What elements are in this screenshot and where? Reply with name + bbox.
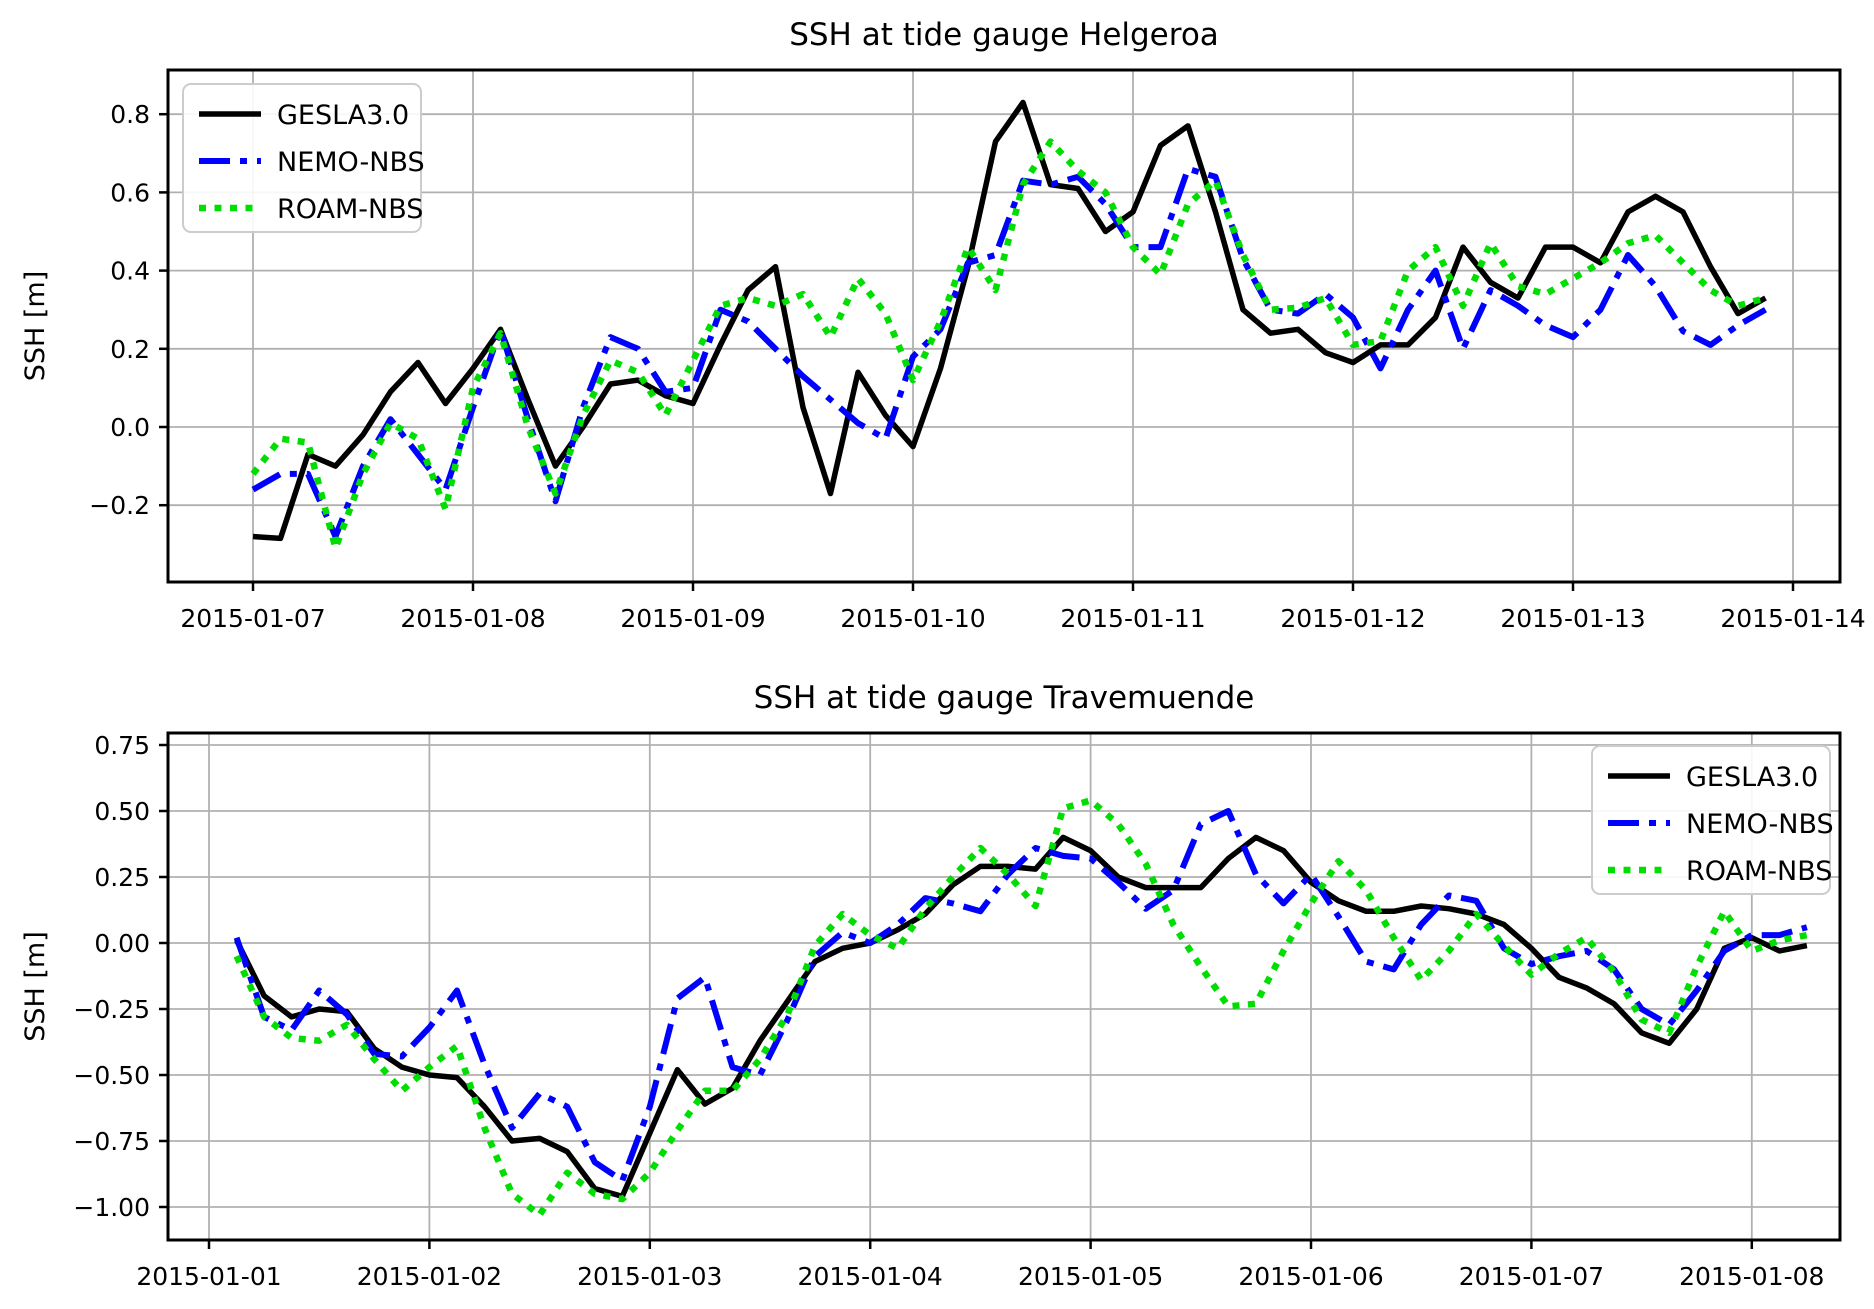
series-line-roam-nbs: [250, 138, 1767, 552]
bottom-plot: 2015-01-01 2015-01-02 2015-01-03 2015-01-04…: [20, 680, 1842, 1291]
series-line-gesla3-0: [234, 834, 1808, 1200]
series-line-roam-nbs: [233, 797, 1808, 1219]
x-tick-label: 2015-01-08: [1679, 1262, 1824, 1291]
series-line-nemo-nbs: [233, 808, 1808, 1184]
grid: [168, 733, 1840, 1240]
axes-spines: [166, 731, 1842, 1242]
legend: GESLA3.0 NEMO-NBS ROAM-NBS: [1591, 745, 1834, 895]
y-tick-label: 0.6: [110, 178, 150, 207]
y-tick-label: −1.00: [73, 1193, 150, 1222]
y-tick-label: 0.50: [94, 797, 150, 826]
legend-label: NEMO-NBS: [277, 147, 425, 178]
legend-box: [182, 83, 422, 233]
legend-label: ROAM-NBS: [277, 194, 423, 225]
y-tick-label: 0.4: [110, 257, 150, 286]
y-tick-label: 0.75: [94, 731, 150, 760]
x-tick-label: 2015-01-11: [1060, 604, 1205, 633]
legend-box: [1591, 745, 1831, 895]
plot-title: SSH at tide gauge Helgeroa: [789, 17, 1219, 53]
axes-spines: [166, 68, 1842, 584]
y-axis-label: SSH [m]: [20, 931, 51, 1042]
x-tick-label: 2015-01-06: [1238, 1262, 1383, 1291]
x-tick-label: 2015-01-07: [180, 604, 325, 633]
x-tick-label: 2015-01-09: [620, 604, 765, 633]
top-plot: 2015-01-07 2015-01-08 2015-01-09 2015-01-10…: [20, 17, 1866, 633]
series-line-nemo-nbs: [251, 165, 1767, 540]
y-tick-label: −0.50: [73, 1061, 150, 1090]
y-tick-label: 0.00: [94, 929, 150, 958]
tick-marks: [159, 743, 1754, 1249]
legend-label: ROAM-NBS: [1686, 856, 1832, 887]
x-tick-label: 2015-01-13: [1500, 604, 1645, 633]
legend-label: NEMO-NBS: [1686, 809, 1834, 840]
y-tick-label: 0.25: [94, 863, 150, 892]
x-tick-label: 2015-01-03: [577, 1262, 722, 1291]
y-tick-label: 0.8: [110, 100, 150, 129]
tick-marks: [159, 112, 1795, 591]
y-tick-label: 0.0: [110, 413, 150, 442]
y-tick-label: 0.2: [110, 335, 150, 364]
x-tick-label: 2015-01-12: [1280, 604, 1425, 633]
x-tick-label: 2015-01-10: [840, 604, 985, 633]
x-tick-label: 2015-01-05: [1018, 1262, 1163, 1291]
plot-title: SSH at tide gauge Travemuende: [754, 680, 1255, 716]
y-axis-label: SSH [m]: [20, 271, 51, 382]
legend: GESLA3.0 NEMO-NBS ROAM-NBS: [182, 83, 425, 233]
x-tick-label: 2015-01-02: [357, 1262, 502, 1291]
x-tick-label: 2015-01-04: [798, 1262, 943, 1291]
x-tick-label: 2015-01-14: [1720, 604, 1865, 633]
legend-label: GESLA3.0: [277, 100, 409, 131]
x-tick-label: 2015-01-08: [400, 604, 545, 633]
x-tick-label: 2015-01-01: [136, 1262, 281, 1291]
y-tick-label: −0.2: [89, 491, 150, 520]
x-tick-label: 2015-01-07: [1459, 1262, 1604, 1291]
y-tick-label: −0.75: [73, 1127, 150, 1156]
legend-label: GESLA3.0: [1686, 762, 1818, 793]
y-tick-label: −0.25: [73, 995, 150, 1024]
